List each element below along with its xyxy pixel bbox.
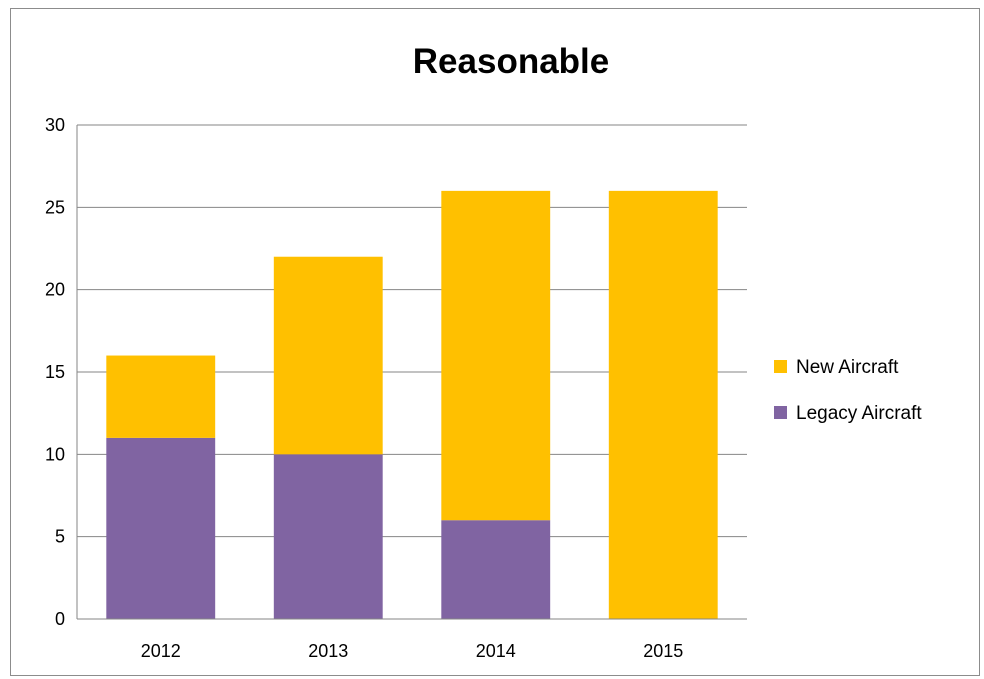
y-tick-label: 15 [45,362,65,382]
legend: New Aircraft Legacy Aircraft [774,357,922,424]
bar-legacy-aircraft-2012 [106,437,216,619]
legend-label-new-aircraft: New Aircraft [796,357,899,378]
x-tick-label: 2012 [141,641,181,661]
legend-swatch-new-aircraft [774,360,787,373]
bar-new-aircraft-2012 [106,355,216,438]
bars [106,190,718,619]
x-tick-label: 2013 [308,641,348,661]
chart-title: Reasonable [413,42,609,81]
y-tick-label: 0 [55,609,65,629]
x-tick-label: 2014 [476,641,516,661]
y-tick-label: 5 [55,527,65,547]
y-tick-label: 10 [45,444,65,464]
axes: 0 5 10 15 20 25 30 2012 2013 2014 2015 [45,115,747,661]
y-tick-label: 20 [45,280,65,300]
bar-legacy-aircraft-2013 [273,454,383,619]
bar-new-aircraft-2013 [273,256,383,455]
y-tick-label: 30 [45,115,65,135]
bar-new-aircraft-2014 [441,190,551,521]
legend-swatch-legacy-aircraft [774,406,787,419]
bar-legacy-aircraft-2014 [441,520,551,619]
y-tick-label: 25 [45,197,65,217]
chart-frame: Reasonable 0 5 10 15 20 25 30 2012 2013 2014 2015 … [10,8,980,676]
legend-label-legacy-aircraft: Legacy Aircraft [796,403,922,424]
bar-new-aircraft-2015 [608,190,718,619]
x-tick-label: 2015 [643,641,683,661]
